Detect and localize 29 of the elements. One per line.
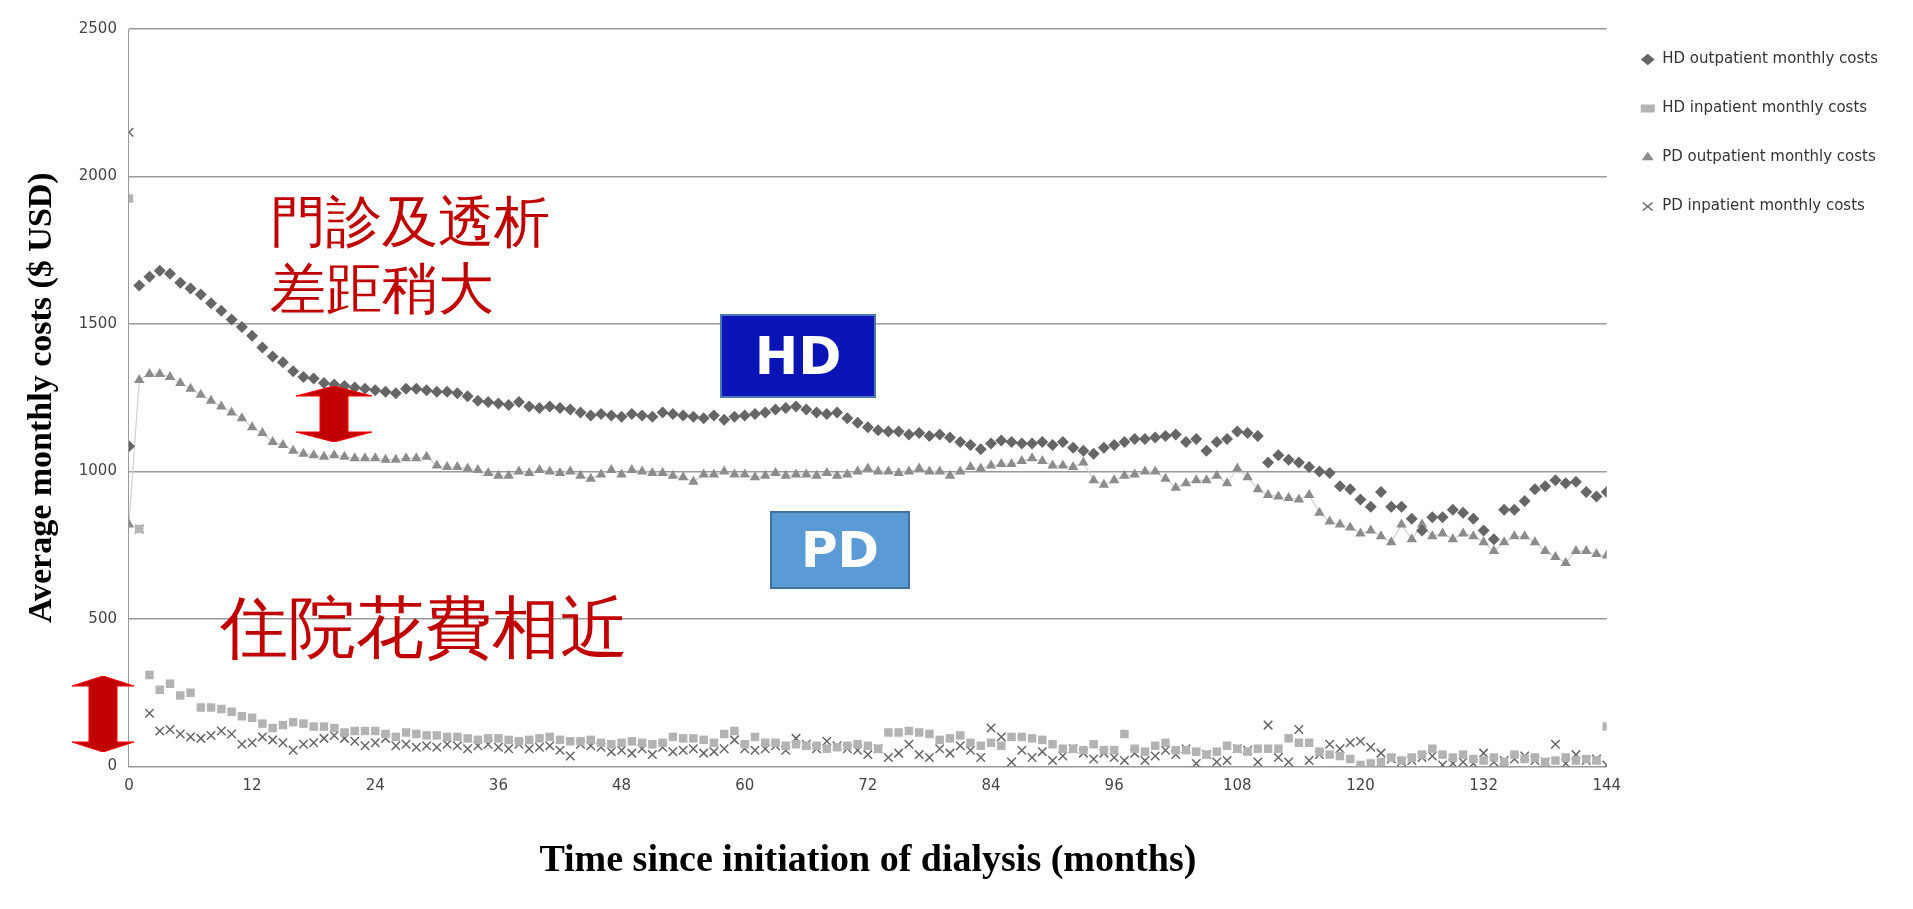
legend-label: PD outpatient monthly costs	[1662, 147, 1876, 166]
y-tick-label: 2000	[78, 166, 117, 185]
x-tick-label: 0	[124, 776, 134, 795]
legend-label: PD inpatient monthly costs	[1662, 196, 1866, 215]
y-axis-title: Average monthly costs ($ USD)	[21, 172, 60, 624]
x-tick-label: 132	[1469, 776, 1498, 795]
legend-label: HD inpatient monthly costs	[1662, 98, 1868, 117]
x-tick-label: 12	[242, 776, 262, 795]
x-tick-label: 48	[612, 776, 632, 795]
x-tick-label: 120	[1346, 776, 1375, 795]
x-tick-label: 144	[1592, 776, 1622, 795]
x-tick-label: 84	[981, 776, 1001, 795]
x-tick-label: 36	[488, 776, 508, 795]
x-tick-label: 72	[858, 776, 878, 795]
x-axis-title: Time since initiation of dialysis (months)	[539, 837, 1197, 881]
annotation: 住院花費相近	[220, 587, 628, 669]
legend-label: HD outpatient monthly costs	[1662, 49, 1879, 68]
annotation: HD	[720, 314, 876, 398]
y-tick-label: 1000	[78, 461, 117, 480]
y-tick-label: 2500	[78, 18, 117, 37]
x-tick-label: 108	[1222, 776, 1252, 795]
y-tick-label: 0	[107, 756, 117, 775]
annotation: PD	[770, 511, 910, 589]
x-tick-label: 96	[1104, 776, 1124, 795]
annotation: 門診及透析差距稍大	[270, 188, 551, 323]
y-tick-label: 500	[88, 608, 117, 627]
x-tick-label: 24	[365, 776, 385, 795]
x-tick-label: 60	[735, 776, 755, 795]
y-tick-label: 1500	[78, 313, 117, 332]
